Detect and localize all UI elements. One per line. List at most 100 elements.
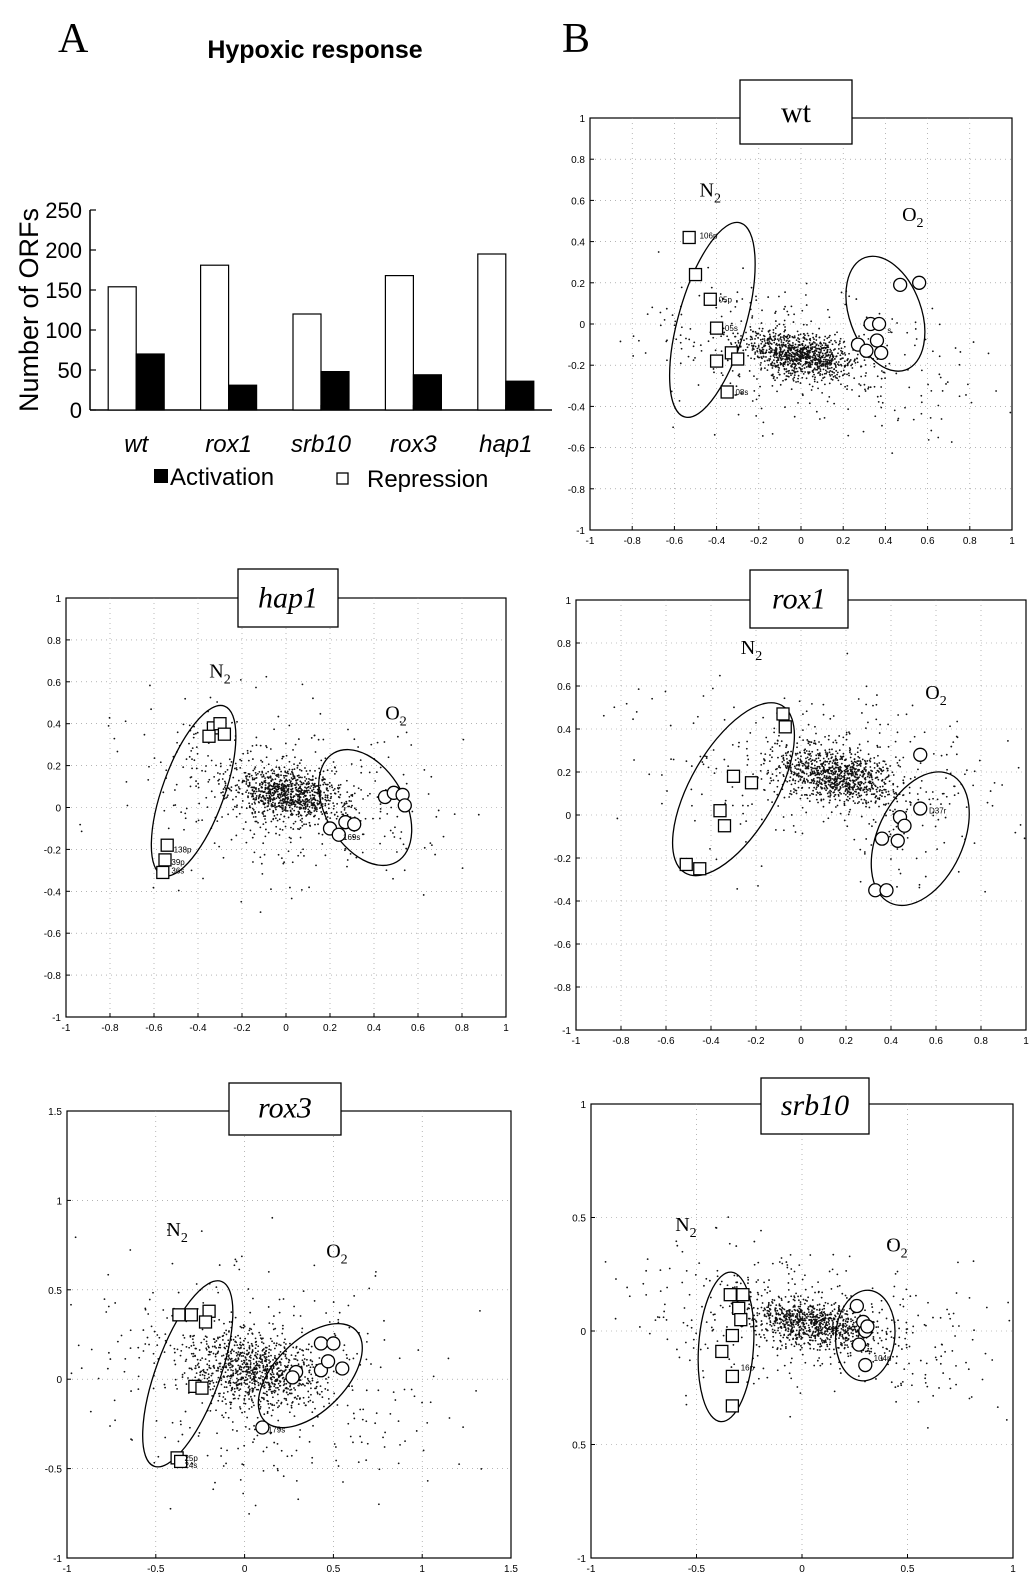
orf-dot: [718, 674, 721, 677]
orf-dot: [851, 779, 854, 782]
orf-dot: [324, 783, 327, 786]
orf-dot: [841, 350, 844, 353]
orf-dot: [259, 744, 262, 747]
orf-dot: [807, 334, 810, 337]
orf-dot: [296, 794, 298, 796]
n2-gene-square: [688, 267, 703, 282]
orf-dot: [309, 1359, 312, 1362]
orf-dot: [294, 1354, 297, 1357]
orf-dot: [867, 387, 870, 390]
orf-dot: [262, 1392, 265, 1394]
orf-dot: [265, 794, 268, 797]
orf-dot: [820, 347, 823, 349]
orf-dot: [284, 825, 287, 828]
orf-dot: [886, 344, 889, 347]
orf-dot: [361, 1418, 364, 1421]
orf-dot: [264, 777, 266, 780]
orf-dot: [1017, 766, 1020, 769]
orf-dot: [755, 299, 758, 301]
y-tick-label: 1: [55, 594, 61, 605]
orf-dot: [712, 336, 715, 339]
orf-dot: [732, 332, 735, 335]
orf-dot: [723, 758, 726, 761]
orf-dot: [257, 811, 260, 813]
orf-dot: [850, 769, 852, 772]
x-tick-label: -0.5: [147, 1564, 165, 1575]
orf-dot: [806, 332, 809, 335]
orf-dot: [839, 785, 842, 788]
orf-dot: [300, 759, 303, 762]
orf-dot: [759, 769, 762, 772]
orf-dot: [679, 334, 682, 337]
orf-dot: [819, 372, 822, 375]
gene-point-label: s: [887, 326, 891, 335]
orf-dot: [256, 772, 259, 775]
orf-dot: [833, 782, 836, 785]
orf-dot: [856, 778, 859, 780]
orf-dot: [826, 371, 828, 373]
orf-dot: [792, 342, 794, 344]
orf-dot: [379, 807, 382, 810]
orf-dot: [195, 746, 198, 749]
orf-dot: [293, 1358, 296, 1360]
orf-dot: [216, 701, 219, 703]
orf-dot: [849, 359, 852, 361]
orf-dot: [234, 1258, 237, 1261]
orf-dot: [350, 763, 353, 765]
orf-dot: [309, 769, 311, 772]
orf-dot: [838, 749, 841, 752]
orf-dot: [334, 1446, 337, 1448]
orf-dot: [235, 767, 238, 769]
orf-dot: [857, 781, 860, 784]
orf-dot: [804, 334, 806, 337]
orf-dot: [248, 1329, 251, 1332]
orf-dot: [307, 789, 310, 792]
orf-dot: [311, 1360, 314, 1363]
orf-dot: [343, 849, 346, 852]
orf-dot: [800, 794, 803, 797]
orf-dot: [819, 778, 821, 780]
orf-dot: [230, 761, 233, 763]
orf-dot: [231, 721, 233, 724]
orf-dot: [790, 357, 793, 360]
orf-dot: [867, 386, 870, 389]
orf-dot: [845, 731, 848, 734]
orf-dot: [723, 718, 726, 721]
orf-dot: [813, 739, 816, 742]
orf-dot: [293, 1387, 295, 1389]
orf-dot: [199, 1374, 202, 1377]
orf-dot: [895, 372, 898, 375]
orf-dot: [829, 769, 832, 772]
orf-dot: [219, 1344, 221, 1347]
orf-dot: [810, 781, 813, 784]
orf-dot: [803, 346, 806, 348]
orf-dot: [648, 773, 651, 776]
orf-dot: [938, 323, 941, 326]
orf-dot: [279, 794, 282, 796]
orf-dot: [751, 349, 754, 351]
orf-dot: [223, 1392, 225, 1395]
x-tick-label: -0.2: [233, 1023, 251, 1034]
orf-dot: [235, 806, 238, 809]
orf-dot: [829, 364, 831, 366]
orf-dot: [379, 803, 382, 806]
orf-dot: [224, 782, 227, 785]
orf-dot: [833, 781, 836, 784]
orf-dot: [803, 793, 806, 796]
orf-dot: [822, 820, 825, 823]
orf-dot: [259, 1354, 262, 1357]
orf-dot: [844, 785, 846, 788]
orf-dot: [97, 1377, 100, 1380]
orf-dot: [269, 793, 272, 796]
orf-dot: [779, 347, 782, 350]
orf-dot: [756, 349, 758, 352]
orf-dot: [812, 358, 815, 361]
orf-dot: [755, 334, 757, 337]
orf-dot: [882, 803, 885, 806]
orf-dot: [851, 768, 853, 771]
orf-dot: [283, 784, 286, 786]
orf-dot: [218, 778, 221, 781]
orf-dot: [885, 763, 887, 766]
orf-dot: [253, 778, 256, 781]
orf-dot: [259, 911, 262, 914]
